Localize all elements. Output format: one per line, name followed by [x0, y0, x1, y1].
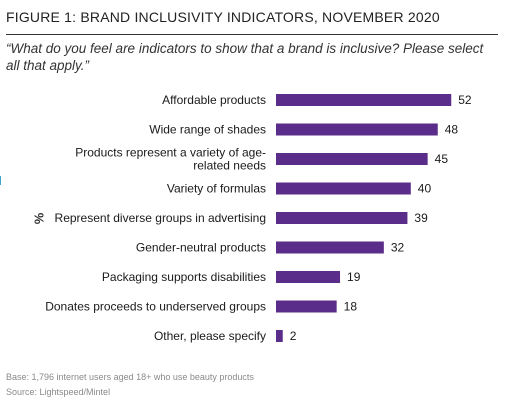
value-label: 48	[445, 123, 459, 137]
bar	[276, 300, 337, 313]
title-divider	[6, 34, 498, 35]
bar	[276, 212, 408, 224]
category-label: Affordable products	[162, 93, 266, 107]
bar	[276, 271, 341, 283]
survey-question: “What do you feel are indicators to show…	[6, 41, 484, 73]
category-label: Packaging supports disabilities	[102, 270, 266, 284]
bar	[276, 153, 428, 165]
edge-marker	[0, 176, 1, 185]
category-label: Gender-neutral products	[136, 241, 266, 255]
bar	[276, 241, 384, 254]
value-label: 32	[391, 241, 405, 255]
category-label: Other, please specify	[154, 329, 266, 343]
category-label-line: Affordable products	[162, 93, 266, 107]
category-label-line: Donates proceeds to underserved groups	[45, 300, 266, 314]
category-label: Wide range of shades	[149, 123, 266, 137]
category-label-line: Represent diverse groups in advertising	[55, 211, 266, 225]
figure-title: FIGURE 1: BRAND INCLUSIVITY INDICATORS, …	[6, 9, 440, 25]
value-label: 2	[290, 329, 297, 343]
value-label: 45	[435, 152, 449, 166]
bar	[276, 330, 283, 342]
category-label-line: Gender-neutral products	[136, 241, 266, 255]
value-label: 52	[458, 93, 472, 107]
category-label-line: Products represent a variety of age-	[75, 146, 266, 160]
bar	[276, 94, 452, 106]
category-label-line: Packaging supports disabilities	[102, 270, 266, 284]
value-label: 19	[347, 270, 361, 284]
category-label-line: related needs	[193, 159, 266, 173]
category-label: Products represent a variety of age-rela…	[75, 146, 266, 173]
bar	[276, 123, 438, 136]
category-label: Represent diverse groups in advertising	[55, 211, 266, 225]
category-label: Variety of formulas	[167, 182, 266, 196]
bar	[276, 182, 411, 195]
category-label: Donates proceeds to underserved groups	[45, 300, 266, 314]
value-label: 18	[344, 300, 358, 314]
category-label-line: Wide range of shades	[149, 123, 266, 137]
value-label: 39	[414, 211, 428, 225]
value-label: 40	[418, 182, 432, 196]
category-label-line: Variety of formulas	[167, 182, 266, 196]
source-note: Source: Lightspeed/Mintel	[6, 387, 111, 397]
base-note: Base: 1,796 internet users aged 18+ who …	[6, 372, 254, 382]
category-label-line: Other, please specify	[154, 329, 266, 343]
